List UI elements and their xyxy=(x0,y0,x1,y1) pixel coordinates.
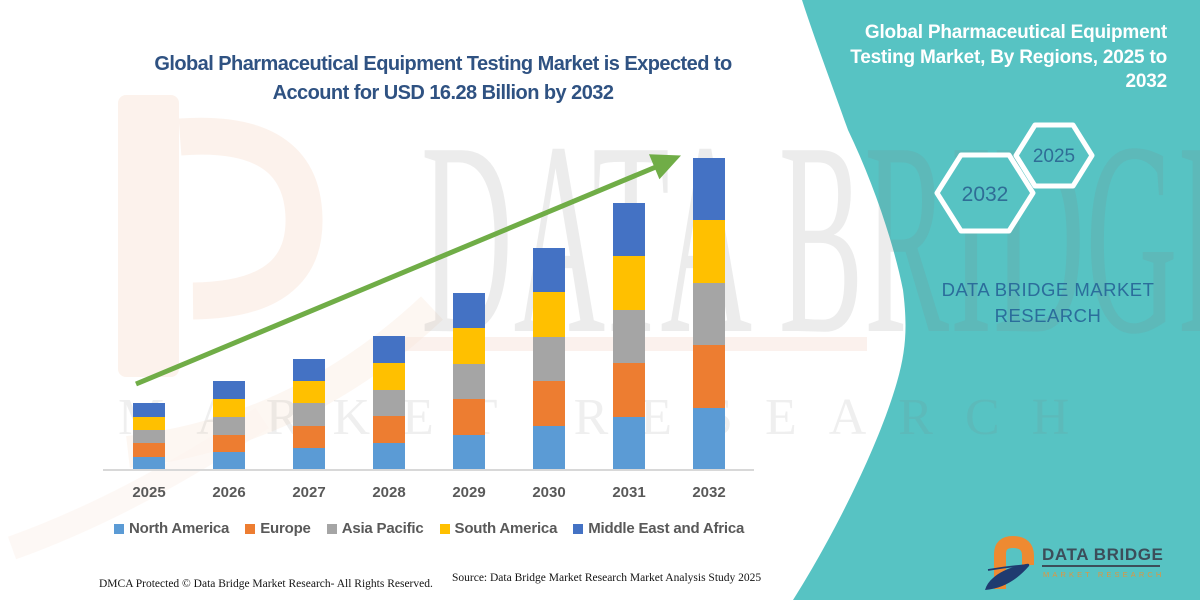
x-axis-label-2025: 2025 xyxy=(132,484,166,501)
bar-segment-asia-pacific xyxy=(133,430,165,444)
legend-label: South America xyxy=(454,520,558,537)
bar-segment-asia-pacific xyxy=(293,403,325,426)
legend-swatch xyxy=(114,523,124,534)
legend-item-south-america: South America xyxy=(439,520,558,537)
bar-segment-south-america xyxy=(613,256,645,310)
stacked-bar-2027 xyxy=(293,358,325,470)
bar-segment-north-america xyxy=(373,443,405,470)
bar-segment-south-america xyxy=(533,292,565,337)
bar-segment-north-america xyxy=(133,456,165,470)
legend-swatch xyxy=(245,523,256,534)
bar-segment-asia-pacific xyxy=(693,282,725,346)
legend-label: Asia Pacific xyxy=(341,520,424,537)
bar-segment-middle-east-and-africa xyxy=(533,247,565,292)
x-axis-label-2031: 2031 xyxy=(612,484,646,501)
legend-swatch xyxy=(439,523,450,534)
bar-segment-south-america xyxy=(213,399,245,417)
x-axis-label-2028: 2028 xyxy=(372,484,406,501)
brand-line2: RESEARCH xyxy=(994,305,1102,326)
brand-line1: DATA BRIDGE MARKET xyxy=(941,279,1155,300)
legend-item-europe: Europe xyxy=(245,520,311,537)
logo-b-navy-swoosh xyxy=(985,563,1030,590)
bar-segment-europe xyxy=(133,443,165,457)
bar-segment-middle-east-and-africa xyxy=(213,381,245,400)
logo-underline xyxy=(1042,565,1160,567)
stacked-bar-2028 xyxy=(373,335,405,470)
logo-b-orange-hook xyxy=(994,535,1034,589)
bar-segment-north-america xyxy=(613,416,645,470)
bar-segment-north-america xyxy=(213,452,245,470)
chart-legend: North America Europe Asia Pacific South Ame… xyxy=(114,520,774,537)
watermark-b-logo xyxy=(7,95,443,560)
bar-segment-europe xyxy=(293,425,325,448)
bar-segment-middle-east-and-africa xyxy=(293,358,325,381)
bar-segment-south-america xyxy=(373,362,405,390)
x-axis-label-2029: 2029 xyxy=(452,484,486,501)
bar-segment-north-america xyxy=(533,425,565,470)
x-axis-line xyxy=(103,469,754,471)
stacked-bar-2032 xyxy=(693,158,725,470)
bar-segment-middle-east-and-africa xyxy=(693,158,725,221)
x-axis-label-2026: 2026 xyxy=(212,484,246,501)
bar-segment-south-america xyxy=(133,416,165,431)
chart-title-line2: Account for USD 16.28 Billion by 2032 xyxy=(272,82,614,104)
chart-title: Global Pharmaceutical Equipment Testing … xyxy=(110,50,776,108)
bar-segment-middle-east-and-africa xyxy=(613,202,645,257)
logo-name-text: DATA BRIDGE xyxy=(1042,545,1164,564)
legend-swatch xyxy=(326,523,337,534)
bar-segment-asia-pacific xyxy=(533,336,565,381)
x-axis-label-2032: 2032 xyxy=(692,484,726,501)
source-note: Source: Data Bridge Market Research Mark… xyxy=(452,572,762,584)
legend-swatch xyxy=(573,523,584,534)
dmca-notice: DMCA Protected © Data Bridge Market Rese… xyxy=(99,578,433,590)
x-axis-label-2027: 2027 xyxy=(292,484,326,501)
bar-segment-north-america xyxy=(293,447,325,470)
logo-subtitle-text: MARKET RESEARCH xyxy=(1043,570,1165,579)
bar-segment-asia-pacific xyxy=(213,416,245,435)
bar-segment-europe xyxy=(693,345,725,408)
bar-segment-middle-east-and-africa xyxy=(453,292,485,329)
bar-segment-europe xyxy=(613,363,645,417)
bar-segment-middle-east-and-africa xyxy=(373,335,405,363)
bar-segment-europe xyxy=(213,434,245,453)
bar-segment-south-america xyxy=(453,328,485,364)
bar-segment-asia-pacific xyxy=(613,309,645,364)
stacked-bar-2031 xyxy=(613,202,645,470)
right-panel-title: Global Pharmaceutical Equipment Testing … xyxy=(807,21,1167,95)
bar-segment-europe xyxy=(453,399,485,435)
bar-segment-south-america xyxy=(293,381,325,404)
watermark-marketresearch-text: MARKET RESEARCH xyxy=(118,389,1102,446)
bar-segment-asia-pacific xyxy=(373,389,405,417)
x-axis-label-2030: 2030 xyxy=(532,484,566,501)
stacked-bar-2025 xyxy=(133,403,165,470)
right-panel-title-line3: 2032 xyxy=(1125,71,1168,92)
right-panel-title-line2: Testing Market, By Regions, 2025 to xyxy=(850,46,1167,68)
stacked-bar-2029 xyxy=(453,292,485,470)
right-panel-title-line1: Global Pharmaceutical Equipment xyxy=(864,22,1167,43)
databridge-logo-mark xyxy=(985,535,1034,590)
bar-segment-europe xyxy=(533,381,565,426)
stacked-bar-2030 xyxy=(533,247,565,470)
bar-segment-north-america xyxy=(453,434,485,470)
bar-segment-south-america xyxy=(693,220,725,283)
legend-label: Middle East and Africa xyxy=(588,520,745,537)
brand-wordmark: DATA BRIDGE MARKET RESEARCH xyxy=(908,277,1188,329)
chart-title-line1: Global Pharmaceutical Equipment Testing … xyxy=(154,53,732,75)
logo-b-navy-underline xyxy=(987,564,1030,571)
bar-segment-europe xyxy=(373,416,405,444)
legend-label: North America xyxy=(129,520,230,537)
bar-segment-middle-east-and-africa xyxy=(133,403,165,417)
legend-item-middle-east-and-africa: Middle East and Africa xyxy=(573,520,744,537)
legend-item-asia-pacific: Asia Pacific xyxy=(326,520,424,537)
bar-segment-north-america xyxy=(693,407,725,470)
bar-segment-asia-pacific xyxy=(453,363,485,400)
stacked-bar-2026 xyxy=(213,381,245,470)
legend-label: Europe xyxy=(260,520,311,537)
legend-item-north-america: North America xyxy=(114,520,229,537)
